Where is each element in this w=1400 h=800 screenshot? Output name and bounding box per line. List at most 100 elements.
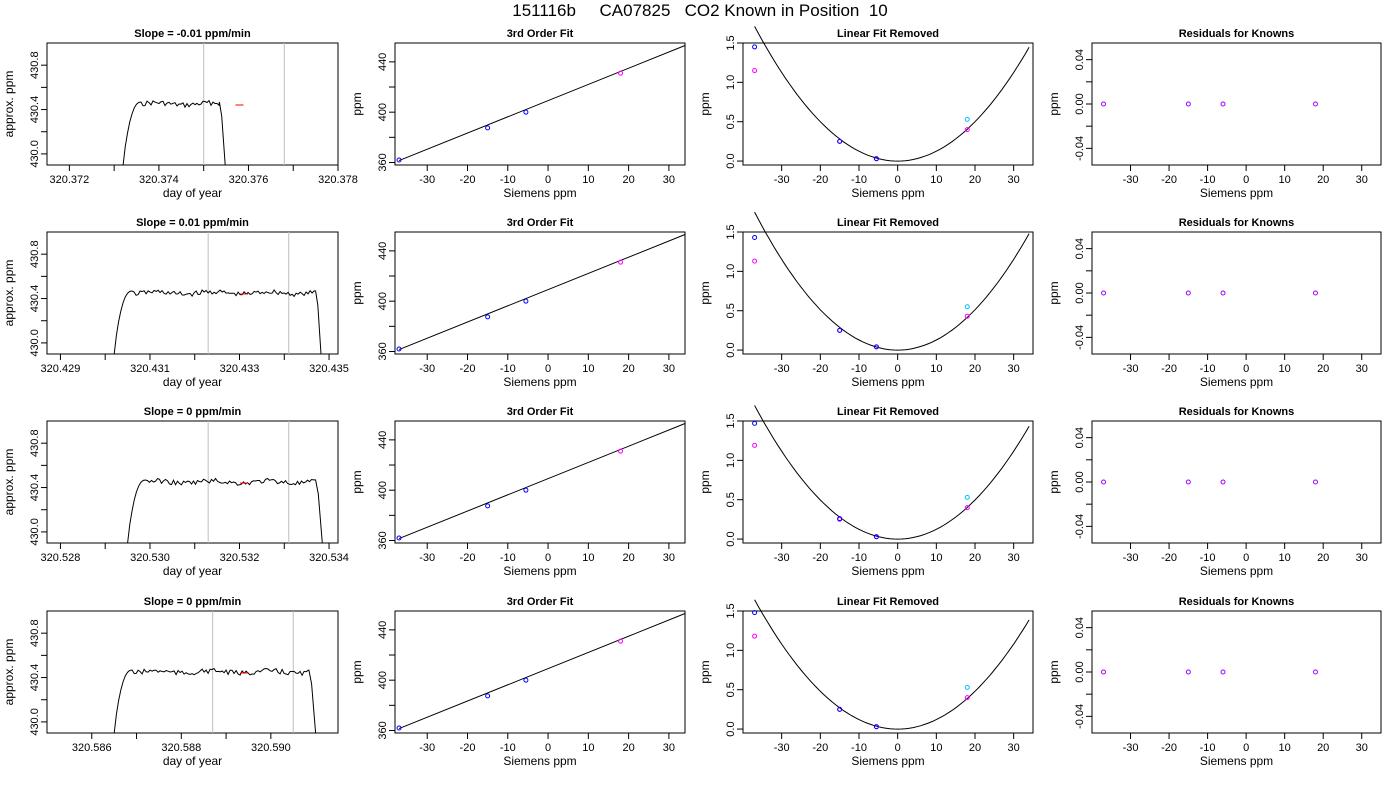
x-tick-label: 0 [1243,363,1249,375]
x-tick-label: 30 [663,363,675,375]
fit-point [396,725,402,731]
y-axis-label: ppm [1047,470,1061,493]
y-axis-label: ppm [698,92,712,115]
y-tick-label: 1.5 [725,413,737,428]
x-tick-label: -20 [460,742,476,754]
x-tick-label: 10 [582,742,594,754]
residuals-title: Residuals for Knowns [1179,28,1295,40]
fit-point [485,503,491,509]
x-tick-label: -10 [1200,363,1216,375]
y-tick-label: 0.00 [1074,93,1086,114]
time-series-title: Slope = -0.01 ppm/min [134,28,251,40]
residual-point [1312,290,1318,296]
fit-title: 3rd Order Fit [507,596,574,608]
x-tick-label: 30 [1008,363,1020,375]
removed-frame [742,420,1034,544]
fit-point [523,487,529,493]
removed-point-blue [873,534,879,540]
removed-point-blue [964,684,970,690]
x-tick-label: 320.588 [161,742,201,754]
concentration-trace [113,289,322,355]
y-tick-label: 360 [377,721,389,739]
x-axis-label: Siemens ppm [1200,375,1273,389]
y-axis-label: ppm [698,470,712,493]
y-tick-label: 430.8 [29,619,41,647]
x-tick-label: -10 [851,174,867,186]
x-tick-label: 320.429 [41,363,81,375]
residual-point [1220,479,1226,485]
y-axis-label: ppm [1047,660,1061,683]
x-tick-label: -20 [460,174,476,186]
fit-line [398,234,686,351]
x-axis-label: Siemens ppm [503,375,576,389]
y-axis-label: ppm [350,281,364,304]
removed-point-blue [752,235,758,241]
x-tick-label: 10 [930,742,942,754]
x-tick-label: -10 [1200,552,1216,564]
y-axis-label: approx. ppm [2,71,16,138]
x-tick-label: 320.378 [318,174,358,186]
x-tick-label: -30 [1123,363,1139,375]
x-tick-label: -30 [1123,742,1139,754]
x-tick-label: 20 [969,742,981,754]
y-tick-label: 0.5 [725,303,737,318]
x-tick-label: 10 [930,363,942,375]
y-tick-label: 1.5 [725,35,737,50]
y-tick-label: 0.5 [725,114,737,129]
x-tick-label: -10 [500,363,516,375]
fit-point [618,70,624,76]
x-tick-label: 0 [545,363,551,375]
fit-point [523,109,529,115]
x-tick-label: -10 [851,363,867,375]
x-tick-label: 20 [969,363,981,375]
x-tick-label: -20 [1161,552,1177,564]
x-tick-label: 0 [895,742,901,754]
fit-title: 3rd Order Fit [507,217,574,229]
fit-point [485,693,491,699]
y-tick-label: 1.0 [725,75,737,90]
y-axis-label: ppm [698,281,712,304]
y-tick-label: 1.5 [725,224,737,239]
residual-point [1220,290,1226,296]
removed-point-magenta [752,633,758,639]
quadratic-curve [754,26,1030,162]
x-tick-label: 320.534 [309,552,349,564]
y-axis-label: ppm [698,660,712,683]
x-tick-label: -10 [1200,742,1216,754]
x-tick-label: 30 [1356,552,1368,564]
removed-point-magenta [964,505,970,511]
removed-frame [742,610,1034,734]
x-tick-label: 30 [663,174,675,186]
x-axis-label: Siemens ppm [503,564,576,578]
x-tick-label: 30 [1008,552,1020,564]
x-tick-label: 10 [1279,552,1291,564]
residual-point [1185,290,1191,296]
x-tick-label: 20 [1317,174,1329,186]
y-tick-label: 0.5 [725,682,737,697]
y-axis-label: approx. ppm [2,260,16,327]
concentration-trace [122,99,226,166]
y-tick-label: 430.8 [29,429,41,457]
time-series-title: Slope = 0 ppm/min [144,596,242,608]
x-axis-label: Siemens ppm [851,564,924,578]
y-tick-label: 1.5 [725,603,737,618]
y-tick-label: 0.0 [725,153,737,168]
x-axis-label: Siemens ppm [851,754,924,768]
removed-frame [742,231,1034,355]
x-tick-label: 0 [1243,552,1249,564]
x-tick-label: 10 [930,174,942,186]
x-tick-label: 10 [582,552,594,564]
fit-frame [394,231,686,355]
y-axis-label: ppm [1047,281,1061,304]
x-tick-label: 0 [1243,742,1249,754]
removed-point-blue [964,494,970,500]
y-axis-label: ppm [350,470,364,493]
removed-point-blue [873,724,879,730]
x-tick-label: -20 [812,552,828,564]
x-tick-label: -30 [419,174,435,186]
y-tick-label: 0.04 [1074,427,1086,448]
x-tick-label: -20 [460,363,476,375]
concentration-trace [113,667,317,734]
x-tick-label: -30 [419,552,435,564]
